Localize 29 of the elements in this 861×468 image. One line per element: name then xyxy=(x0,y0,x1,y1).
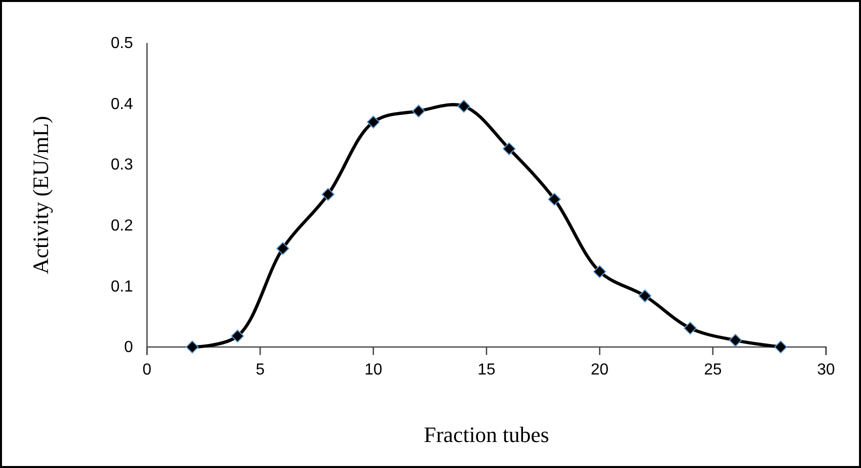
point xyxy=(638,289,652,302)
y-tick-label: 0.3 xyxy=(110,156,134,174)
x-tick-label: 0 xyxy=(142,361,152,378)
point xyxy=(457,100,470,113)
x-tick-label: 20 xyxy=(590,361,609,378)
y-tick-label: 0 xyxy=(124,339,134,356)
point xyxy=(502,142,516,156)
point xyxy=(548,192,561,206)
y-tick-label: 0.4 xyxy=(110,96,134,113)
x-axis-title: Fraction tubes xyxy=(424,422,550,447)
y-tick-label: 0.2 xyxy=(110,218,134,235)
x-tick-label: 25 xyxy=(704,361,722,378)
point xyxy=(729,334,742,347)
point xyxy=(276,242,290,255)
x-tick-label: 30 xyxy=(817,361,835,378)
x-tick-label: 10 xyxy=(364,361,382,378)
point xyxy=(593,265,606,278)
x-tick-label: 15 xyxy=(478,361,496,378)
point xyxy=(684,322,697,335)
point xyxy=(186,340,199,354)
point xyxy=(322,188,335,201)
point xyxy=(412,104,426,118)
y-tick-label: 0.1 xyxy=(110,278,134,296)
x-tick-label: 5 xyxy=(256,361,265,378)
point xyxy=(366,116,380,128)
y-tick-label: 0.5 xyxy=(110,35,134,52)
point xyxy=(774,340,788,354)
y-axis-title: Activity (EU/mL) xyxy=(28,116,53,274)
point xyxy=(231,330,244,342)
